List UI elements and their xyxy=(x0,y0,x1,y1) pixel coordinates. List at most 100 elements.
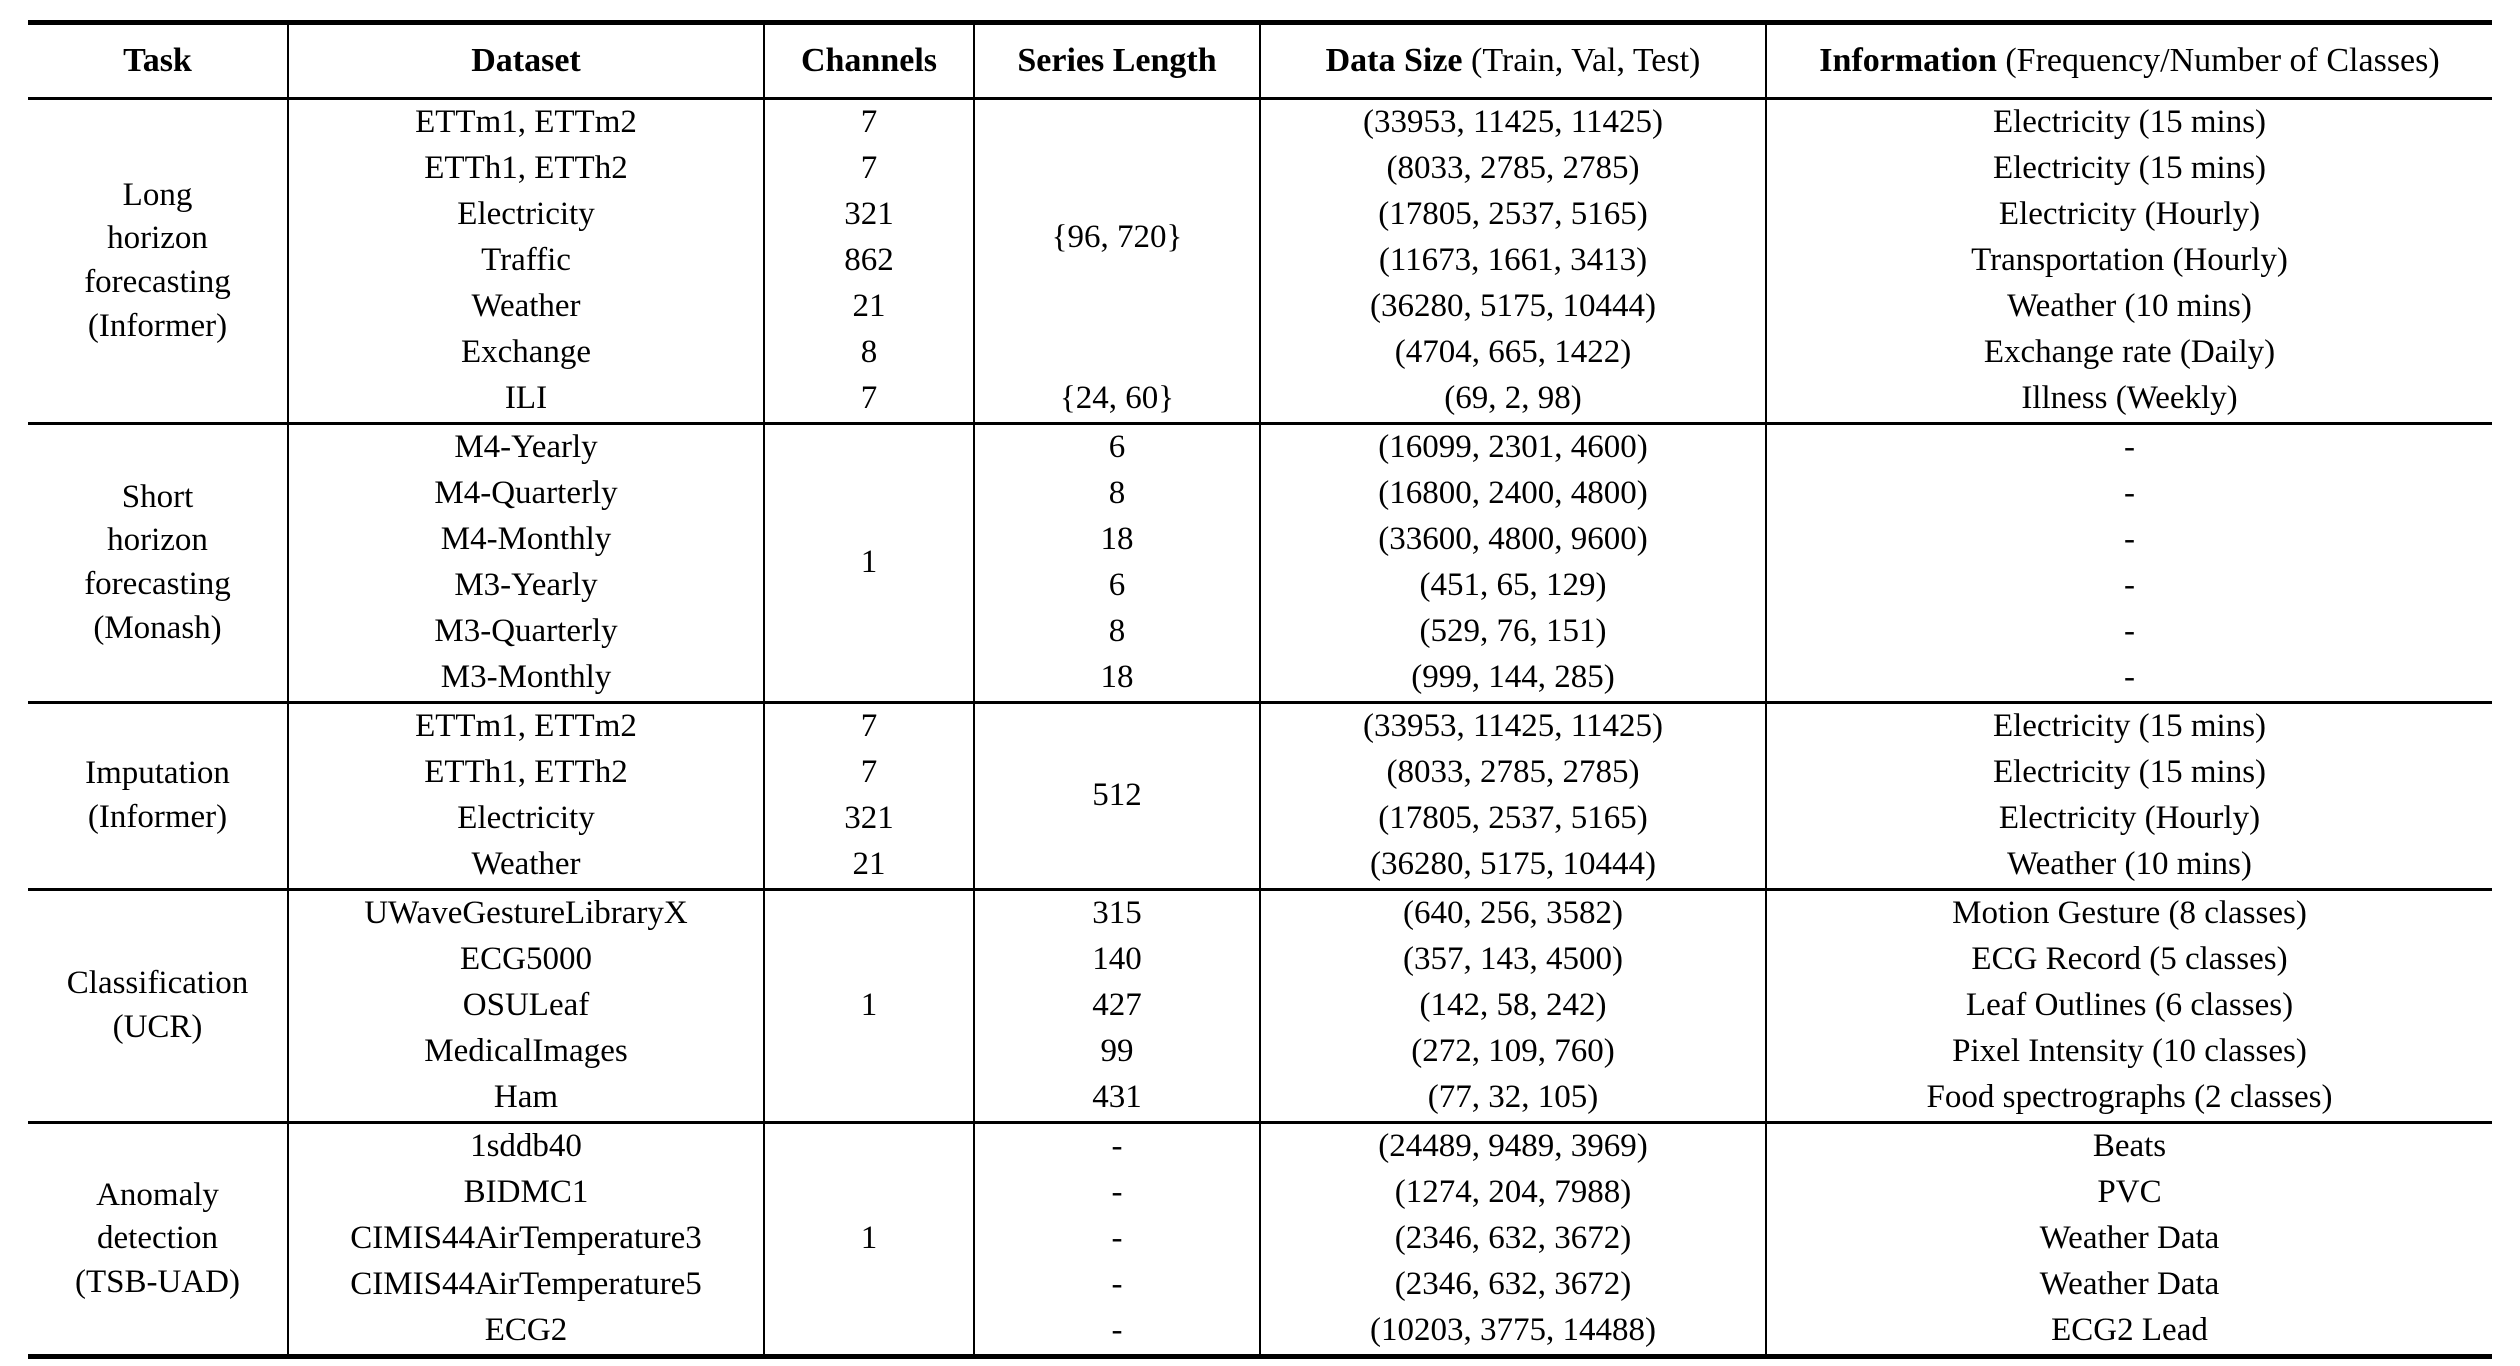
col-header-information: Information (Frequency/Number of Classes… xyxy=(1765,22,2492,100)
table-row: Weather 21 (36280, 5175, 10444) Weather (10… xyxy=(28,842,2492,890)
cell-series: 99 xyxy=(973,1029,1260,1075)
cell-series: 140 xyxy=(973,937,1260,983)
cell-channels: 1 xyxy=(763,1121,974,1357)
cell-series: 315 xyxy=(973,888,1260,937)
cell-dataset: UWaveGestureLibraryX xyxy=(287,888,764,937)
cell-channels: 21 xyxy=(763,284,974,330)
cell-datasize: (17805, 2537, 5165) xyxy=(1259,796,1766,842)
table-row: ETTh1, ETTh2 7 (8033, 2785, 2785) Electrici… xyxy=(28,146,2492,192)
cell-dataset: ETTh1, ETTh2 xyxy=(287,750,764,796)
cell-datasize: (33953, 11425, 11425) xyxy=(1259,98,1766,146)
cell-dataset: Exchange xyxy=(287,330,764,376)
table-row: M3-Quarterly 8 (529, 76, 151) - xyxy=(28,609,2492,655)
cell-datasize: (17805, 2537, 5165) xyxy=(1259,192,1766,238)
table-row: BIDMC1 - (1274, 204, 7988) PVC xyxy=(28,1170,2492,1216)
cell-series: 6 xyxy=(973,563,1260,609)
cell-series: 6 xyxy=(973,422,1260,471)
cell-dataset: ECG5000 xyxy=(287,937,764,983)
cell-datasize: (451, 65, 129) xyxy=(1259,563,1766,609)
cell-info: ECG2 Lead xyxy=(1765,1308,2492,1357)
table-row: ECG5000 140 (357, 143, 4500) ECG Record (5 … xyxy=(28,937,2492,983)
cell-info: Electricity (15 mins) xyxy=(1765,146,2492,192)
cell-info: Food spectrographs (2 classes) xyxy=(1765,1075,2492,1123)
col-header-data-size: Data Size (Train, Val, Test) xyxy=(1259,22,1766,100)
cell-series: - xyxy=(973,1121,1260,1170)
cell-dataset: Electricity xyxy=(287,796,764,842)
table-row: Exchange 8 (4704, 665, 1422) Exchange rate … xyxy=(28,330,2492,376)
cell-datasize: (529, 76, 151) xyxy=(1259,609,1766,655)
cell-channels: 7 xyxy=(763,701,974,750)
cell-series: 18 xyxy=(973,517,1260,563)
cell-dataset: Ham xyxy=(287,1075,764,1123)
table-row: Ham 431 (77, 32, 105) Food spectrographs (2… xyxy=(28,1075,2492,1123)
table-row: ECG2 - (10203, 3775, 14488) ECG2 Lead xyxy=(28,1308,2492,1357)
cell-dataset: M3-Quarterly xyxy=(287,609,764,655)
cell-info: Electricity (15 mins) xyxy=(1765,98,2492,146)
table-row: CIMIS44AirTemperature5 - (2346, 632, 3672)… xyxy=(28,1262,2492,1308)
cell-info: Electricity (Hourly) xyxy=(1765,192,2492,238)
cell-info: Beats xyxy=(1765,1121,2492,1170)
cell-series: 512 xyxy=(973,701,1260,890)
cell-datasize: (11673, 1661, 3413) xyxy=(1259,238,1766,284)
cell-dataset: CIMIS44AirTemperature5 xyxy=(287,1262,764,1308)
cell-info: Weather Data xyxy=(1765,1262,2492,1308)
col-header-information-label: Information xyxy=(1819,42,1997,79)
cell-info: - xyxy=(1765,563,2492,609)
table-row: Short horizon forecasting (Monash) M4-Yea… xyxy=(28,422,2492,703)
cell-series: {24, 60} xyxy=(973,376,1260,424)
cell-datasize: (142, 58, 242) xyxy=(1259,983,1766,1029)
cell-dataset: BIDMC1 xyxy=(287,1170,764,1216)
cell-dataset: M4-Quarterly xyxy=(287,471,764,517)
col-header-dataset: Dataset xyxy=(287,22,764,100)
cell-dataset: M4-Monthly xyxy=(287,517,764,563)
cell-series: 8 xyxy=(973,609,1260,655)
table-row: CIMIS44AirTemperature3 - (2346, 632, 3672)… xyxy=(28,1216,2492,1262)
cell-info: Weather (10 mins) xyxy=(1765,284,2492,330)
table-row: Electricity 321 (17805, 2537, 5165) Electri… xyxy=(28,192,2492,238)
cell-dataset: 1sddb40 xyxy=(287,1121,764,1170)
cell-channels: 7 xyxy=(763,98,974,146)
cell-info: - xyxy=(1765,517,2492,563)
table-row: M3-Yearly 6 (451, 65, 129) - xyxy=(28,563,2492,609)
header-row: Task Dataset Channels Series Length Data… xyxy=(28,22,2492,100)
cell-datasize: (4704, 665, 1422) xyxy=(1259,330,1766,376)
cell-dataset: Traffic xyxy=(287,238,764,284)
cell-datasize: (2346, 632, 3672) xyxy=(1259,1262,1766,1308)
cell-datasize: (8033, 2785, 2785) xyxy=(1259,750,1766,796)
cell-info: - xyxy=(1765,471,2492,517)
table-body: Long horizon forecasting (Informer) ETTm1… xyxy=(28,98,2492,1357)
table-row: Long horizon forecasting (Informer) ETTm1… xyxy=(28,98,2492,376)
table-row: Weather 21 (36280, 5175, 10444) Weather (10… xyxy=(28,284,2492,330)
table-row: Imputation (Informer) ETTm1, ETTm2 7 512 (33… xyxy=(28,701,2492,890)
cell-dataset: CIMIS44AirTemperature3 xyxy=(287,1216,764,1262)
col-header-dataset-label: Dataset xyxy=(471,42,581,79)
cell-channels: 862 xyxy=(763,238,974,284)
cell-channels: 7 xyxy=(763,376,974,424)
table-row: MedicalImages 99 (272, 109, 760) Pixel Inte… xyxy=(28,1029,2492,1075)
cell-dataset: ECG2 xyxy=(287,1308,764,1357)
cell-datasize: (33600, 4800, 9600) xyxy=(1259,517,1766,563)
cell-dataset: ILI xyxy=(287,376,764,424)
cell-info: Transportation (Hourly) xyxy=(1765,238,2492,284)
cell-info: - xyxy=(1765,655,2492,703)
cell-series: 427 xyxy=(973,983,1260,1029)
table-row: Electricity 321 (17805, 2537, 5165) Electri… xyxy=(28,796,2492,842)
cell-info: Motion Gesture (8 classes) xyxy=(1765,888,2492,937)
cell-channels: 321 xyxy=(763,192,974,238)
cell-datasize: (1274, 204, 7988) xyxy=(1259,1170,1766,1216)
cell-series: - xyxy=(973,1216,1260,1262)
cell-dataset: Electricity xyxy=(287,192,764,238)
cell-dataset: MedicalImages xyxy=(287,1029,764,1075)
cell-dataset: ETTh1, ETTh2 xyxy=(287,146,764,192)
cell-datasize: (10203, 3775, 14488) xyxy=(1259,1308,1766,1357)
cell-task: Classification (UCR) xyxy=(28,888,288,1123)
cell-series: {96, 720} xyxy=(973,98,1260,376)
cell-datasize: (357, 143, 4500) xyxy=(1259,937,1766,983)
cell-channels: 1 xyxy=(763,422,974,703)
col-header-channels-label: Channels xyxy=(800,42,938,79)
cell-info: - xyxy=(1765,422,2492,471)
col-header-series-length: Series Length xyxy=(973,22,1260,100)
cell-info: Leaf Outlines (6 classes) xyxy=(1765,983,2492,1029)
cell-series: 431 xyxy=(973,1075,1260,1123)
